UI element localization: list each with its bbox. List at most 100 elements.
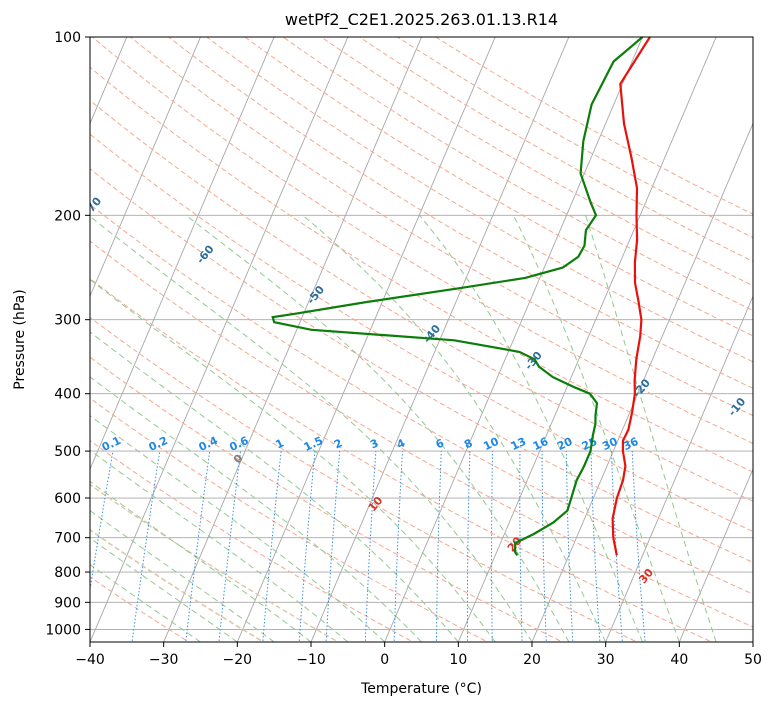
x-tick-label: 20 xyxy=(523,652,541,668)
dry-adiabat-line xyxy=(90,576,190,642)
mixing-ratio-line xyxy=(631,451,646,642)
isotherm-line xyxy=(90,37,349,642)
dry-adiabat-line xyxy=(90,440,414,642)
temperature-line xyxy=(611,37,651,556)
y-tick-label: 100 xyxy=(54,30,81,46)
moist-adiabat-line xyxy=(302,214,607,642)
dry-adiabat-line xyxy=(129,37,753,417)
x-axis-ticks: −40 −30 −20 −10 0 10 20 30 40 50 xyxy=(75,642,762,668)
mixing-ratio-label: 1 xyxy=(274,436,286,451)
dry-adiabat-line xyxy=(90,483,340,642)
isotherm-line xyxy=(457,37,717,642)
dry-adiabat-line xyxy=(90,240,753,628)
y-tick-label: 800 xyxy=(54,565,81,581)
moist-adiabat-line xyxy=(90,564,201,642)
y-axis-label: Pressure (hPa) xyxy=(12,289,28,389)
mixing-ratio-label: 10 xyxy=(481,435,501,453)
mixing-ratio-label: 13 xyxy=(509,435,528,453)
x-tick-label: −40 xyxy=(75,652,105,668)
isotherm-line xyxy=(90,37,275,471)
moist-adiabat-line xyxy=(90,415,386,642)
mixing-ratio-line xyxy=(491,451,494,642)
dry-adiabat-line xyxy=(90,397,489,642)
mixing-ratio-line xyxy=(90,451,114,593)
y-tick-label: 500 xyxy=(54,444,81,460)
y-tick-label: 600 xyxy=(54,491,81,507)
dry-adiabat-line xyxy=(90,99,753,502)
isotherm-line xyxy=(384,37,643,642)
moist-adiabat-line xyxy=(90,331,459,642)
moist-adiabat-line xyxy=(513,215,680,642)
dry-adiabat-line xyxy=(90,483,340,642)
mixing-ratio-label: 30 xyxy=(600,435,620,453)
mixing-ratio-label: 4 xyxy=(395,436,408,451)
moist-adiabat-line xyxy=(585,215,717,642)
mixing-ratio-line xyxy=(185,451,211,642)
background-lines xyxy=(0,24,753,645)
mixing-ratio-label: 25 xyxy=(580,435,599,453)
moist-adiabat-line xyxy=(90,215,533,642)
x-tick-label: 50 xyxy=(744,652,762,668)
x-tick-label: 0 xyxy=(380,652,389,668)
y-tick-label: 400 xyxy=(54,387,81,403)
isotherm-line xyxy=(678,467,753,642)
y-tick-label: 200 xyxy=(54,208,81,224)
y-axis-ticks: 100 200 300 400 500 600 700 800 900 1000 xyxy=(45,30,90,638)
y-tick-label: 1000 xyxy=(45,622,81,638)
mixing-ratio-line xyxy=(435,451,442,642)
y-tick-label: 300 xyxy=(54,313,81,329)
isotherm-line xyxy=(605,295,753,642)
mixing-ratio-label: 16 xyxy=(531,435,551,453)
mixing-ratio-line xyxy=(541,451,547,642)
dry-adiabat-line xyxy=(90,168,753,563)
mixing-ratio-label: 36 xyxy=(621,435,641,453)
dry-adiabat-label: -80 xyxy=(0,151,7,175)
dry-adiabat-line xyxy=(90,528,266,642)
isotherm-line xyxy=(531,122,753,642)
mixing-ratio-label: 2 xyxy=(332,436,344,451)
dry-adiabat-label: 30 xyxy=(636,566,656,586)
mixing-ratio-label: 3 xyxy=(368,436,380,451)
moist-adiabat-line xyxy=(90,376,422,642)
moist-adiabat-line xyxy=(90,480,312,642)
dry-adiabat-line xyxy=(90,356,564,642)
dry-adiabat-label: -10 xyxy=(726,395,749,419)
dry-adiabat-label: -70 xyxy=(81,194,104,218)
dry-adiabat-label: -60 xyxy=(194,242,217,266)
y-tick-label: 700 xyxy=(54,531,81,547)
mixing-ratio-label: 20 xyxy=(555,435,575,453)
dry-adiabat-line xyxy=(90,316,639,642)
moist-adiabat-line xyxy=(185,214,570,642)
mixing-ratio-line xyxy=(325,451,341,642)
dry-adiabat-line xyxy=(167,37,753,389)
moist-adiabat-line xyxy=(419,214,643,642)
mixing-ratio-label: 8 xyxy=(462,436,474,451)
dewpoint-line xyxy=(271,37,644,556)
dry-adiabat-line xyxy=(90,133,753,533)
dry-adiabat-line xyxy=(434,37,753,215)
sounding-profiles xyxy=(271,37,651,556)
isotherm-line xyxy=(0,24,59,645)
mixing-ratio-label: 6 xyxy=(434,436,447,451)
dry-adiabat-line xyxy=(282,37,753,312)
mixing-ratio-line xyxy=(298,451,316,642)
x-tick-label: 40 xyxy=(670,652,688,668)
isotherm-line xyxy=(752,640,753,642)
x-tick-label: 30 xyxy=(597,652,615,668)
x-tick-label: −30 xyxy=(149,652,179,668)
dry-adiabat-line xyxy=(90,529,265,642)
dry-adiabat-line xyxy=(358,37,753,263)
isotherm-line xyxy=(90,37,201,298)
x-tick-label: −20 xyxy=(223,652,253,668)
mixing-ratio-line xyxy=(590,451,601,642)
chart-title: wetPf2_C2E1.2025.263.01.13.R14 xyxy=(285,10,558,30)
x-axis-label: Temperature (°C) xyxy=(360,681,482,697)
isotherm-line xyxy=(310,37,570,642)
mixing-ratio-line xyxy=(131,451,161,642)
mixing-ratio-line xyxy=(364,451,377,642)
x-tick-label: −10 xyxy=(296,652,326,668)
moist-adiabat-line xyxy=(90,510,275,642)
plot-frame xyxy=(89,36,754,643)
dry-adiabat-line xyxy=(90,278,713,642)
